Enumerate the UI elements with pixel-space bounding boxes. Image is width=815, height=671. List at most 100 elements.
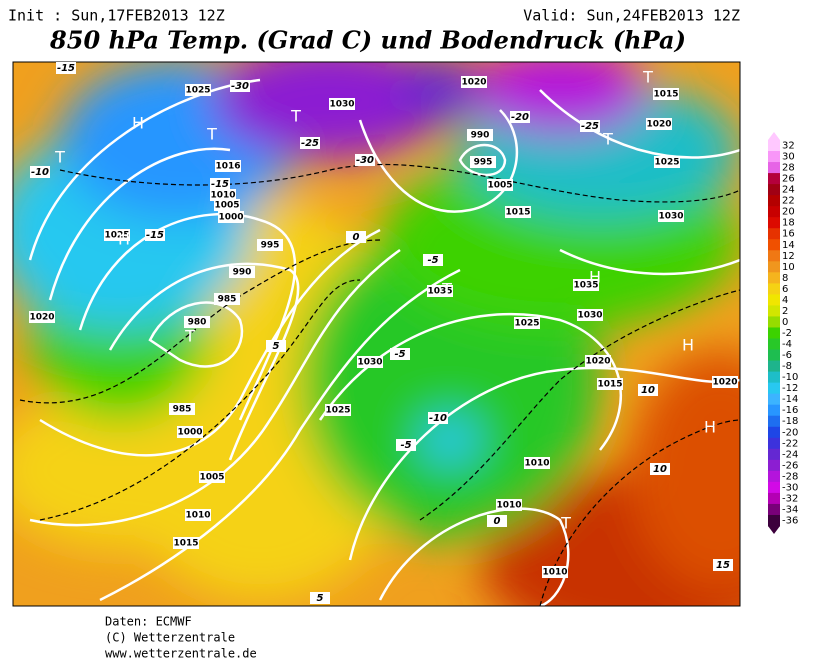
colorbar-label: -2 <box>782 328 792 339</box>
temp-label-bg <box>650 463 670 475</box>
colorbar-swatch <box>768 459 780 472</box>
temp-label: 0 <box>494 516 501 527</box>
isobar-label-bg <box>185 84 211 96</box>
colorbar-label: 32 <box>782 141 795 152</box>
isobar-label: 1015 <box>653 90 678 100</box>
isobar-label-bg <box>169 403 195 415</box>
isobar-label-bg <box>210 189 236 201</box>
isobar-label: 1005 <box>199 473 224 483</box>
isobar-label-bg <box>461 76 487 88</box>
temp-label: -30 <box>231 81 249 92</box>
temp-label: -15 <box>57 63 75 74</box>
temp-label-bg <box>56 62 76 74</box>
colorbar-swatch <box>768 151 780 163</box>
temp-label: -25 <box>301 138 319 149</box>
isobar-label-bg <box>597 378 623 390</box>
isobar-label-bg <box>514 317 540 329</box>
colorbar-label: 30 <box>782 152 795 163</box>
isobar-label-bg <box>712 376 738 388</box>
isobar-label: 1025 <box>325 406 350 416</box>
isobar-label: 1010 <box>210 191 235 201</box>
temp-label-bg <box>428 412 448 424</box>
colorbar-label: -6 <box>782 350 792 361</box>
temp-label-bg <box>266 340 286 352</box>
colorbar-swatch <box>768 305 780 317</box>
isobar-label: 1020 <box>585 357 610 367</box>
isobar-label-bg <box>654 156 680 168</box>
isobar-label-bg <box>505 206 531 218</box>
colorbar-swatch <box>768 448 780 461</box>
temp-label: -25 <box>581 121 599 132</box>
isobar-label: 1010 <box>524 459 549 469</box>
isobar-label: 1030 <box>329 100 354 110</box>
isobar-label: 995 <box>474 158 493 168</box>
isobar-label: 1035 <box>573 281 598 291</box>
temp-label-bg <box>310 592 330 604</box>
colorbar-label: 10 <box>782 262 795 273</box>
temp-label: -5 <box>400 440 411 451</box>
colorbar-swatch <box>768 239 780 251</box>
isobar-label-bg <box>487 179 513 191</box>
colorbar-label: -12 <box>782 383 798 394</box>
isobar-label-bg <box>177 426 203 438</box>
isobar-label-bg <box>542 566 568 578</box>
isobar-label-bg <box>467 129 493 141</box>
isobar-label-bg <box>214 293 240 305</box>
colorbar-swatch <box>768 316 780 328</box>
colorbar-label: 20 <box>782 207 795 218</box>
colorbar-swatch <box>768 470 780 483</box>
colorbar-label: 12 <box>782 251 795 262</box>
isobar-label-bg <box>646 118 672 130</box>
colorbar-label: -10 <box>782 372 798 383</box>
isobar-label: 1010 <box>542 568 567 578</box>
colorbar-swatch <box>768 371 780 384</box>
temp-label-bg <box>487 515 507 527</box>
isobar-label: 995 <box>261 241 280 251</box>
colorbar-label: -8 <box>782 361 792 372</box>
temp-label: -10 <box>429 413 447 424</box>
center-label: T <box>206 125 217 144</box>
temp-label: 5 <box>317 593 324 604</box>
isobar-label-bg <box>199 471 225 483</box>
isobar-label-bg <box>215 160 241 172</box>
colorbar-label: -30 <box>782 482 798 493</box>
temp-label-bg <box>30 166 50 178</box>
temp-label: -5 <box>427 255 438 266</box>
colorbar-swatch <box>768 426 780 439</box>
colorbar-label: -4 <box>782 339 792 350</box>
colorbar-label: -32 <box>782 493 798 504</box>
colorbar-label: 2 <box>782 306 788 317</box>
temp-label: -30 <box>356 155 374 166</box>
colorbar-swatch <box>768 514 780 527</box>
colorbar-swatch <box>768 162 780 174</box>
colorbar-swatch <box>768 338 780 351</box>
temp-label: 5 <box>273 341 280 352</box>
center-label: H <box>589 268 601 287</box>
isobar-label-bg <box>104 229 130 241</box>
isobar-label: 1025 <box>514 319 539 329</box>
valid-time: Valid: Sun,24FEB2013 12Z <box>523 7 740 25</box>
center-label: T <box>54 148 65 167</box>
isobar-label-bg <box>577 309 603 321</box>
colorbar-label: 4 <box>782 295 788 306</box>
isobar-label-bg <box>257 239 283 251</box>
temp-label: 15 <box>716 560 730 571</box>
isobar-label: 1010 <box>185 511 210 521</box>
isobar-label: 1030 <box>577 311 602 321</box>
colorbar-label: 16 <box>782 229 795 240</box>
isobar-label: 1025 <box>104 231 129 241</box>
isobar-label: 1015 <box>505 208 530 218</box>
isobar-label-bg <box>496 499 522 511</box>
temp-label: 0 <box>353 232 360 243</box>
colorbar-label: 26 <box>782 174 795 185</box>
center-label: T <box>441 280 452 299</box>
colorbar-swatch <box>768 283 780 295</box>
colorbar-label: -24 <box>782 449 798 460</box>
colorbar-swatch <box>768 184 780 196</box>
temp-label-bg <box>230 80 250 92</box>
temp-label-bg <box>713 559 733 571</box>
isobar-label: 1005 <box>487 181 512 191</box>
isobar-label-bg <box>29 311 55 323</box>
isobar-label: 980 <box>188 318 207 328</box>
